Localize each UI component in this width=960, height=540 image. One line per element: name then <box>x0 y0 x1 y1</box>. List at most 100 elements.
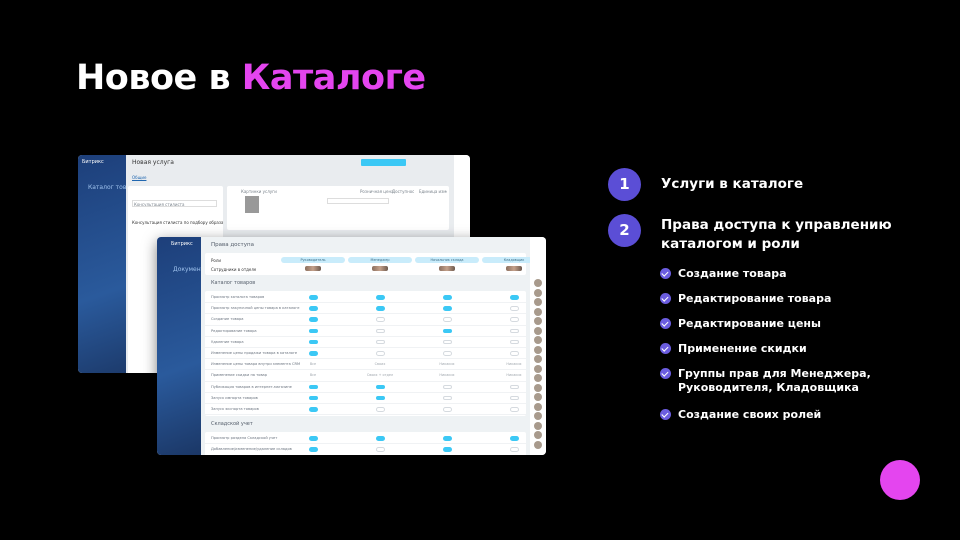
user-avatar[interactable] <box>534 326 542 335</box>
user-avatar[interactable] <box>534 383 542 392</box>
permission-toggle[interactable] <box>442 295 452 300</box>
permission-select[interactable]: Все <box>309 362 317 367</box>
user-avatar[interactable] <box>534 279 542 287</box>
permission-toggle[interactable] <box>375 306 385 311</box>
permission-toggle[interactable] <box>375 295 385 300</box>
right-rail <box>530 237 546 455</box>
user-avatar[interactable] <box>534 345 542 354</box>
user-avatar[interactable] <box>534 364 542 373</box>
permission-select[interactable]: Своих + отдел <box>366 373 394 378</box>
permission-toggle[interactable] <box>442 395 452 401</box>
permission-toggle[interactable] <box>509 407 519 412</box>
permission-toggle[interactable] <box>509 328 519 334</box>
permission-row: Изменение цены продажи товара в каталоге <box>205 348 526 360</box>
permission-toggle[interactable] <box>375 395 385 401</box>
permission-row: Запуск импорта товаров <box>205 393 526 404</box>
permission-toggle[interactable] <box>308 436 318 441</box>
permission-select[interactable]: Своих <box>374 362 386 367</box>
price-input[interactable] <box>327 198 389 204</box>
permission-toggle[interactable] <box>509 295 519 300</box>
bullet-text: Создание товара <box>678 267 787 280</box>
user-avatar[interactable] <box>534 440 542 449</box>
permission-toggle[interactable] <box>375 317 385 322</box>
employee-avatars[interactable] <box>372 266 388 271</box>
permission-toggle[interactable] <box>308 328 318 334</box>
user-avatar[interactable] <box>534 307 542 316</box>
bullet-item: Редактирование товара <box>660 292 878 306</box>
role-header[interactable]: Начальник склада <box>415 257 479 263</box>
permission-label: Применение скидки на товар <box>211 373 268 378</box>
user-avatar[interactable] <box>534 288 542 297</box>
permission-toggle[interactable] <box>375 407 385 412</box>
user-avatar[interactable] <box>534 431 542 439</box>
role-header[interactable]: Кладовщик <box>482 257 546 263</box>
user-avatar[interactable] <box>534 402 542 411</box>
user-avatar[interactable] <box>534 336 542 344</box>
tab-general[interactable]: Общие <box>132 175 147 180</box>
permission-toggle[interactable] <box>442 384 452 390</box>
save-button[interactable] <box>361 159 406 166</box>
employee-avatars[interactable] <box>439 266 455 271</box>
permission-select[interactable]: Никаких <box>439 362 455 367</box>
user-avatar[interactable] <box>534 421 542 430</box>
permission-toggle[interactable] <box>308 395 318 401</box>
permission-row: Просмотр каталога товаров <box>205 292 526 304</box>
user-avatar[interactable] <box>534 355 542 363</box>
permission-toggle[interactable] <box>509 384 519 390</box>
name-input[interactable]: Консультация стилиста <box>132 200 217 207</box>
permission-select[interactable]: Никаких <box>439 373 455 378</box>
description-editor[interactable]: Консультация стилиста по подбору образа <box>132 220 224 225</box>
permission-toggle[interactable] <box>509 339 519 345</box>
permission-toggle[interactable] <box>308 407 318 412</box>
permission-toggle[interactable] <box>442 436 452 441</box>
permission-label: Добавление/изменение/удаление складов <box>211 447 292 452</box>
decorative-circle <box>880 460 920 500</box>
user-avatar[interactable] <box>534 298 542 306</box>
permission-toggle[interactable] <box>375 436 385 441</box>
user-avatar[interactable] <box>534 412 542 420</box>
permission-toggle[interactable] <box>375 328 385 334</box>
user-avatar[interactable] <box>534 317 542 325</box>
permission-label: Создание товара <box>211 317 244 322</box>
access-rights-window: Битрикс Документы Права доступа Роли Сот… <box>157 237 546 455</box>
permission-toggle[interactable] <box>442 447 452 452</box>
permission-toggle[interactable] <box>308 339 318 345</box>
user-avatar[interactable] <box>534 393 542 401</box>
permission-toggle[interactable] <box>442 328 452 334</box>
permission-row: Публикация товаров в интернет-магазине <box>205 382 526 393</box>
permission-label: Публикация товаров в интернет-магазине <box>211 384 292 389</box>
permission-toggle[interactable] <box>308 306 318 311</box>
permission-toggle[interactable] <box>509 447 519 452</box>
permission-toggle[interactable] <box>509 351 519 356</box>
permission-toggle[interactable] <box>509 436 519 441</box>
user-avatar[interactable] <box>534 374 542 382</box>
check-icon <box>660 409 671 420</box>
bullet-item: Применение скидки <box>660 342 878 356</box>
permission-toggle[interactable] <box>308 447 318 452</box>
permission-select[interactable]: Все <box>309 373 317 378</box>
permission-toggle[interactable] <box>509 317 519 322</box>
permission-toggle[interactable] <box>509 306 519 311</box>
permission-toggle[interactable] <box>442 339 452 345</box>
permission-toggle[interactable] <box>442 351 452 356</box>
permission-toggle[interactable] <box>375 384 385 390</box>
permission-toggle[interactable] <box>375 351 385 356</box>
permission-toggle[interactable] <box>375 447 385 452</box>
permission-toggle[interactable] <box>308 384 318 390</box>
permission-toggle[interactable] <box>308 317 318 322</box>
permission-label: Изменение цены товара внутри элемента CR… <box>211 362 301 367</box>
permission-toggle[interactable] <box>509 395 519 401</box>
permission-select[interactable]: Никаких <box>506 373 522 378</box>
role-header[interactable]: Руководитель <box>281 257 345 263</box>
permission-label: Просмотр каталога товаров <box>211 295 265 299</box>
permission-toggle[interactable] <box>442 407 452 412</box>
permission-toggle[interactable] <box>308 295 318 300</box>
employee-avatars[interactable] <box>506 266 522 271</box>
permission-toggle[interactable] <box>442 317 452 322</box>
permission-select[interactable]: Никаких <box>506 362 522 367</box>
permission-toggle[interactable] <box>375 339 385 345</box>
permission-toggle[interactable] <box>442 306 452 311</box>
role-header[interactable]: Менеджер <box>348 257 412 263</box>
employee-avatars[interactable] <box>305 266 321 271</box>
permission-toggle[interactable] <box>308 351 318 356</box>
